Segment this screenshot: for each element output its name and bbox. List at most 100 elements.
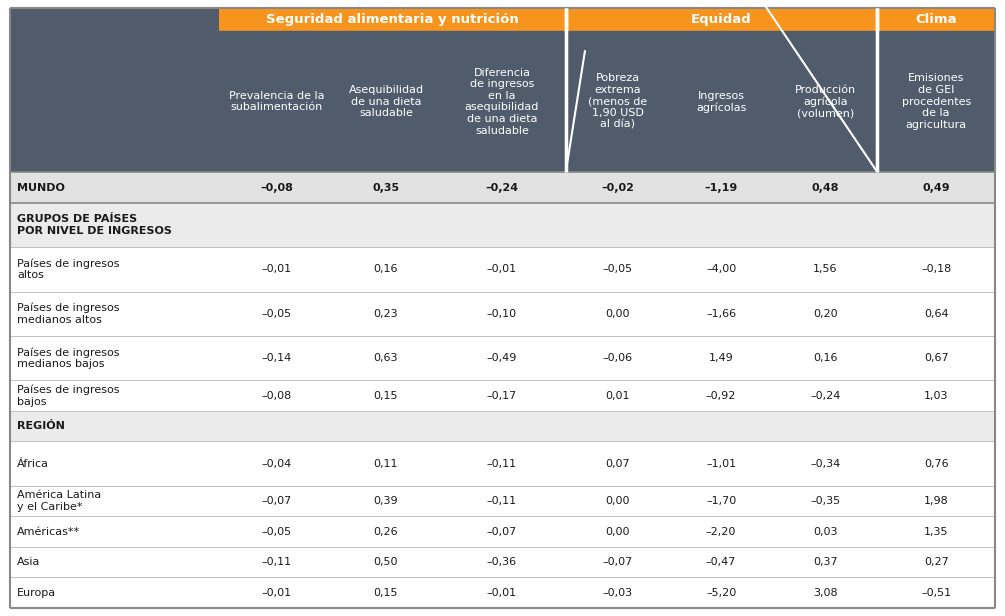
Text: –0,47: –0,47 — [706, 557, 737, 567]
Bar — [10, 336, 995, 380]
Text: –0,07: –0,07 — [486, 527, 518, 537]
Text: 1,56: 1,56 — [813, 264, 837, 274]
Bar — [10, 247, 995, 291]
Bar — [10, 485, 995, 516]
Text: 1,49: 1,49 — [709, 353, 734, 363]
Text: Ingresos
agrícolas: Ingresos agrícolas — [695, 91, 747, 113]
Text: 0,37: 0,37 — [813, 557, 837, 567]
Bar — [10, 172, 995, 203]
Text: 0,00: 0,00 — [605, 496, 630, 506]
Text: 0,26: 0,26 — [374, 527, 398, 537]
Text: 0,76: 0,76 — [924, 458, 949, 469]
Text: Américas**: Américas** — [17, 527, 80, 537]
Text: 0,35: 0,35 — [373, 182, 400, 193]
Text: 0,03: 0,03 — [813, 527, 837, 537]
Bar — [10, 411, 995, 442]
Text: –0,08: –0,08 — [261, 391, 291, 400]
Bar — [10, 31, 995, 172]
Text: –2,20: –2,20 — [706, 527, 737, 537]
Text: 0,67: 0,67 — [924, 353, 949, 363]
Text: –0,03: –0,03 — [602, 588, 632, 598]
Text: 1,35: 1,35 — [924, 527, 949, 537]
Text: 0,50: 0,50 — [374, 557, 398, 567]
Text: Producción
agrícola
(volumen): Producción agrícola (volumen) — [795, 85, 855, 118]
Text: Asia: Asia — [17, 557, 40, 567]
Text: Clima: Clima — [916, 13, 957, 26]
Text: –0,01: –0,01 — [261, 588, 291, 598]
Text: –0,14: –0,14 — [261, 353, 291, 363]
Text: Europa: Europa — [17, 588, 56, 598]
Text: MUNDO: MUNDO — [17, 182, 65, 193]
Text: 0,20: 0,20 — [813, 309, 837, 318]
Text: –0,10: –0,10 — [487, 309, 517, 318]
Text: 3,08: 3,08 — [813, 588, 837, 598]
Text: 0,16: 0,16 — [374, 264, 398, 274]
Text: –0,24: –0,24 — [810, 391, 840, 400]
Text: –0,07: –0,07 — [602, 557, 633, 567]
Text: 0,00: 0,00 — [605, 309, 630, 318]
Bar — [219, 8, 566, 31]
Text: América Latina
y el Caribe*: América Latina y el Caribe* — [17, 490, 102, 512]
Text: 0,16: 0,16 — [813, 353, 837, 363]
Text: 0,15: 0,15 — [374, 391, 398, 400]
Text: –0,06: –0,06 — [602, 353, 632, 363]
Bar — [10, 380, 995, 411]
Text: –0,01: –0,01 — [487, 588, 517, 598]
Text: GRUPOS DE PAÍSES
POR NIVEL DE INGRESOS: GRUPOS DE PAÍSES POR NIVEL DE INGRESOS — [17, 214, 172, 236]
Text: –0,51: –0,51 — [922, 588, 952, 598]
Text: 0,01: 0,01 — [605, 391, 630, 400]
Text: 0,11: 0,11 — [374, 458, 398, 469]
Bar — [10, 203, 995, 247]
Text: 0,48: 0,48 — [811, 182, 839, 193]
Text: REGIÓN: REGIÓN — [17, 421, 65, 431]
Text: África: África — [17, 458, 49, 469]
Text: Países de ingresos
medianos bajos: Países de ingresos medianos bajos — [17, 347, 120, 369]
Text: –0,07: –0,07 — [261, 496, 291, 506]
Text: 0,63: 0,63 — [374, 353, 398, 363]
Text: –0,08: –0,08 — [260, 182, 292, 193]
Bar — [877, 8, 995, 31]
Text: –0,11: –0,11 — [261, 557, 291, 567]
Text: 0,00: 0,00 — [605, 527, 630, 537]
Text: Países de ingresos
bajos: Países de ingresos bajos — [17, 384, 120, 407]
Text: Países de ingresos
altos: Países de ingresos altos — [17, 258, 120, 280]
Text: 0,27: 0,27 — [924, 557, 949, 567]
Text: –0,34: –0,34 — [810, 458, 840, 469]
Bar — [566, 8, 877, 31]
Text: Emisiones
de GEI
procedentes
de la
agricultura: Emisiones de GEI procedentes de la agric… — [901, 73, 971, 130]
Bar — [10, 8, 219, 31]
Text: –4,00: –4,00 — [706, 264, 737, 274]
Text: 0,07: 0,07 — [605, 458, 630, 469]
Text: Seguridad alimentaria y nutrición: Seguridad alimentaria y nutrición — [266, 13, 519, 26]
Text: Prevalencia de la
subalimentación: Prevalencia de la subalimentación — [229, 91, 325, 113]
Text: Pobreza
extrema
(menos de
1,90 USD
al día): Pobreza extrema (menos de 1,90 USD al dí… — [588, 73, 647, 130]
Text: 0,39: 0,39 — [374, 496, 398, 506]
Text: –0,01: –0,01 — [261, 264, 291, 274]
Text: –1,70: –1,70 — [706, 496, 737, 506]
Text: –1,01: –1,01 — [707, 458, 737, 469]
Text: 0,64: 0,64 — [924, 309, 949, 318]
Text: –0,11: –0,11 — [487, 458, 517, 469]
Text: –0,92: –0,92 — [706, 391, 737, 400]
Text: –0,04: –0,04 — [261, 458, 291, 469]
Text: –0,05: –0,05 — [602, 264, 632, 274]
Text: Países de ingresos
medianos altos: Países de ingresos medianos altos — [17, 302, 120, 325]
Text: –0,05: –0,05 — [261, 527, 291, 537]
Text: –0,01: –0,01 — [487, 264, 517, 274]
Bar — [10, 442, 995, 485]
Text: 1,98: 1,98 — [924, 496, 949, 506]
Text: –0,05: –0,05 — [261, 309, 291, 318]
Text: 0,49: 0,49 — [923, 182, 950, 193]
Text: 0,23: 0,23 — [374, 309, 398, 318]
Text: –1,66: –1,66 — [707, 309, 737, 318]
Text: –0,49: –0,49 — [486, 353, 518, 363]
Text: Diferencia
de ingresos
en la
asequibilidad
de una dieta
saludable: Diferencia de ingresos en la asequibilid… — [465, 68, 540, 136]
Text: –0,18: –0,18 — [922, 264, 952, 274]
Text: –0,24: –0,24 — [485, 182, 519, 193]
Bar — [10, 577, 995, 608]
Text: 1,03: 1,03 — [924, 391, 949, 400]
Text: Asequibilidad
de una dieta
saludable: Asequibilidad de una dieta saludable — [349, 85, 423, 118]
Text: –0,35: –0,35 — [810, 496, 840, 506]
Bar — [10, 547, 995, 577]
Text: –1,19: –1,19 — [705, 182, 738, 193]
